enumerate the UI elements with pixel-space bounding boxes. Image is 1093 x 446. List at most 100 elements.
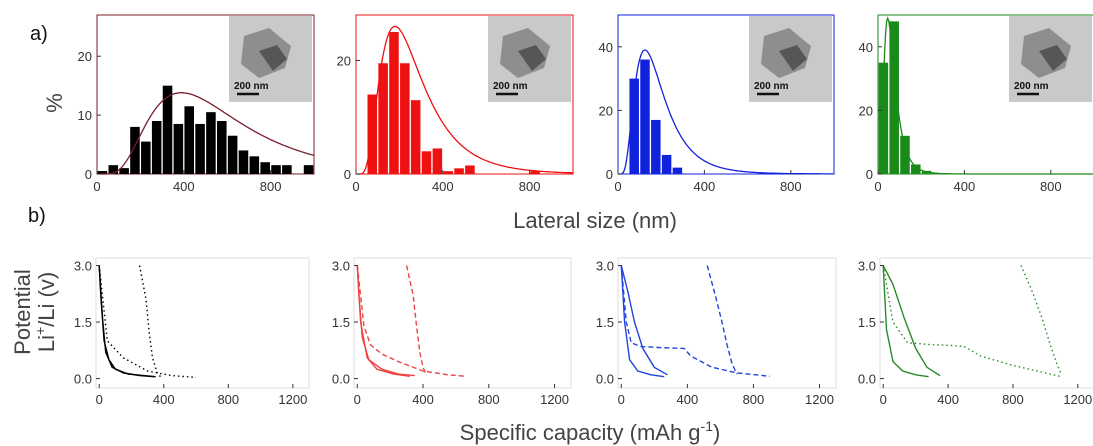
histogram-bar bbox=[651, 119, 661, 174]
histogram-panel-3: 0 400 800 0 20 40 200 nm bbox=[599, 14, 835, 194]
y-tick-label: 0 bbox=[85, 167, 92, 182]
voltage-curve-dotted bbox=[1020, 265, 1063, 376]
y-tick-label: 40 bbox=[859, 40, 873, 55]
histogram-panel-4: 0 400 800 0 20 40 200 nm bbox=[859, 14, 1093, 194]
capacity-panel-2: 0 400 800 1200 0.0 1.5 3.0 bbox=[332, 257, 572, 407]
y-tick-label: 1.5 bbox=[596, 315, 614, 330]
capacity-panel-3: 0 400 800 1200 0.0 1.5 3.0 bbox=[596, 257, 837, 407]
x-tick-label: 800 bbox=[780, 179, 802, 194]
flake-shape bbox=[779, 45, 807, 71]
histogram-bar bbox=[421, 151, 432, 174]
tem-micrograph-inset: 200 nm bbox=[488, 16, 571, 102]
x-tick-label: 400 bbox=[412, 392, 434, 407]
histogram-bar bbox=[530, 171, 540, 174]
x-tick-label: 400 bbox=[677, 392, 699, 407]
histogram-panel-2: 0 400 800 0 20 200 nm bbox=[337, 14, 574, 194]
histogram-bar bbox=[889, 21, 899, 174]
x-tick-label: 1200 bbox=[540, 392, 569, 407]
flake-shape bbox=[259, 45, 287, 71]
histogram-x-axis-label: Lateral size (nm) bbox=[513, 208, 677, 233]
y-tick-label: 0 bbox=[344, 167, 351, 182]
y-tick-label: 0.0 bbox=[596, 372, 614, 387]
voltage-curve-solid bbox=[98, 265, 155, 378]
scale-bar-label: 200 nm bbox=[234, 81, 269, 92]
plot-frame bbox=[879, 257, 1093, 389]
x-tick-label: 0 bbox=[354, 392, 361, 407]
tem-micrograph-inset: 200 nm bbox=[1009, 16, 1092, 102]
x-tick-label: 1200 bbox=[805, 392, 834, 407]
scale-bar-label: 200 nm bbox=[493, 81, 528, 92]
histogram-bar bbox=[119, 168, 129, 174]
x-tick-label: 0 bbox=[618, 392, 625, 407]
x-tick-label: 800 bbox=[1002, 392, 1024, 407]
tem-micrograph-inset: 200 nm bbox=[749, 16, 832, 102]
histogram-bar bbox=[454, 168, 464, 174]
histogram-bar bbox=[465, 165, 475, 174]
y-tick-label: 10 bbox=[78, 108, 92, 123]
y-tick-label: 1.5 bbox=[858, 315, 876, 330]
voltage-curve-dashed bbox=[356, 265, 466, 377]
x-tick-label: 800 bbox=[1040, 179, 1062, 194]
voltage-curve-dotted bbox=[138, 265, 162, 378]
x-tick-label: 800 bbox=[519, 179, 541, 194]
x-tick-label: 400 bbox=[173, 179, 195, 194]
histogram-bar bbox=[195, 123, 205, 174]
capacity-panel-1: 0 400 800 1200 0.0 1.5 3.0 bbox=[74, 257, 310, 407]
histogram-bar bbox=[130, 126, 140, 174]
x-tick-label: 800 bbox=[478, 392, 500, 407]
y-tick-label: 3.0 bbox=[858, 259, 876, 274]
histogram-bar bbox=[238, 150, 249, 174]
y-tick-label: 20 bbox=[78, 49, 92, 64]
y-tick-label: 0 bbox=[606, 167, 613, 182]
y-tick-label: 3.0 bbox=[596, 259, 614, 274]
histogram-bar bbox=[141, 141, 151, 174]
y-tick-label: 20 bbox=[337, 53, 351, 68]
x-tick-label: 1200 bbox=[1063, 392, 1092, 407]
capacity-y-axis-label: PotentialLi+/Li (v) bbox=[10, 269, 59, 355]
histogram-bar bbox=[389, 32, 399, 175]
fit-curve bbox=[878, 16, 1093, 175]
histogram-bar bbox=[260, 162, 270, 174]
histogram-bar bbox=[162, 85, 173, 174]
voltage-curve-solid bbox=[882, 265, 929, 378]
fit-curve bbox=[98, 92, 315, 175]
histogram-bar bbox=[661, 154, 672, 174]
y-tick-label: 1.5 bbox=[332, 315, 350, 330]
panel-label-a: a) bbox=[30, 23, 48, 45]
histogram-bar bbox=[227, 135, 238, 174]
x-tick-label: 400 bbox=[432, 179, 454, 194]
y-tick-label: 3.0 bbox=[74, 259, 92, 274]
histogram-bar bbox=[108, 165, 119, 174]
x-tick-label: 400 bbox=[937, 392, 959, 407]
x-tick-label: 1200 bbox=[278, 392, 307, 407]
y-tick-label: 40 bbox=[599, 40, 613, 55]
fit-curve bbox=[357, 25, 574, 175]
x-tick-label: 0 bbox=[880, 392, 887, 407]
histogram-bar bbox=[900, 135, 910, 174]
histogram-bar bbox=[378, 63, 388, 175]
voltage-curve-dashed bbox=[405, 265, 427, 376]
flake-shape bbox=[518, 45, 546, 71]
y-tick-label: 0 bbox=[866, 167, 873, 182]
voltage-curve-solid bbox=[620, 265, 668, 376]
voltage-curve-dotted bbox=[98, 265, 197, 379]
histogram-bar bbox=[443, 171, 453, 174]
x-tick-label: 400 bbox=[153, 392, 175, 407]
histogram-bar bbox=[410, 100, 421, 174]
scale-bar-label: 200 nm bbox=[754, 81, 789, 92]
histogram-y-axis-label: % bbox=[42, 93, 67, 113]
histogram-bar bbox=[206, 112, 216, 174]
histogram-bar bbox=[249, 156, 260, 174]
y-tick-label: 0.0 bbox=[74, 372, 92, 387]
y-tick-label: 0.0 bbox=[332, 372, 350, 387]
capacity-x-axis-label: Specific capacity (mAh g-1) bbox=[460, 418, 721, 445]
histogram-bar bbox=[97, 171, 108, 174]
histogram-bar bbox=[400, 63, 410, 175]
tem-micrograph-inset: 200 nm bbox=[229, 16, 312, 102]
y-tick-label: 20 bbox=[859, 103, 873, 118]
x-tick-label: 0 bbox=[352, 179, 359, 194]
x-tick-label: 0 bbox=[96, 392, 103, 407]
x-tick-label: 400 bbox=[694, 179, 716, 194]
